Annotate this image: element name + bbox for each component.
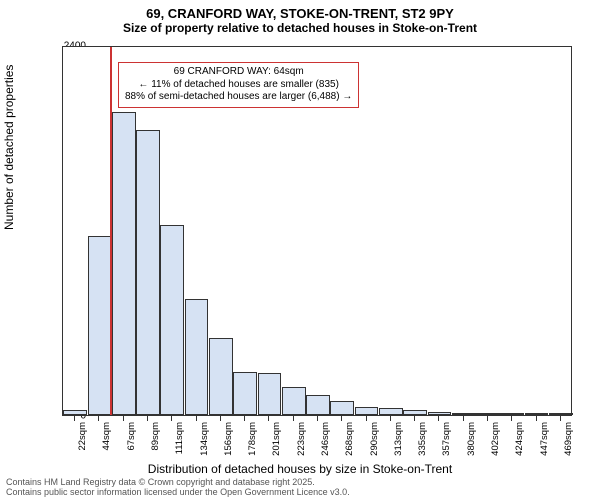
- x-tick-mark: [98, 416, 99, 421]
- x-tick-label: 357sqm: [441, 422, 452, 456]
- x-tick-label: 380sqm: [466, 422, 477, 456]
- histogram-bar: [282, 387, 306, 415]
- x-tick-label: 402sqm: [490, 422, 501, 456]
- histogram-bar: [549, 413, 573, 415]
- histogram-bar: [355, 407, 379, 415]
- plot-area: 69 CRANFORD WAY: 64sqm ← 11% of detached…: [62, 46, 572, 416]
- histogram-bar: [306, 395, 330, 415]
- histogram-bar: [258, 373, 282, 415]
- x-tick-label: 22sqm: [77, 422, 88, 451]
- histogram-bar: [136, 130, 160, 415]
- x-tick-label: 201sqm: [271, 422, 282, 456]
- x-tick-label: 178sqm: [247, 422, 258, 456]
- histogram-bar: [160, 225, 184, 415]
- x-axis-label: Distribution of detached houses by size …: [0, 462, 600, 476]
- histogram-bar: [452, 413, 476, 415]
- x-tick-mark: [366, 416, 367, 421]
- x-tick-mark: [390, 416, 391, 421]
- chart-subtitle: Size of property relative to detached ho…: [0, 21, 600, 35]
- x-tick-mark: [487, 416, 488, 421]
- x-tick-mark: [414, 416, 415, 421]
- histogram-bar: [233, 372, 257, 415]
- histogram-bar: [428, 412, 452, 415]
- histogram-bar: [88, 236, 112, 415]
- x-tick-mark: [463, 416, 464, 421]
- chart-container: 69, CRANFORD WAY, STOKE-ON-TRENT, ST2 9P…: [0, 0, 600, 500]
- annotation-line3: 88% of semi-detached houses are larger (…: [125, 91, 352, 104]
- x-tick-label: 111sqm: [174, 422, 185, 454]
- x-tick-mark: [74, 416, 75, 421]
- x-tick-mark: [220, 416, 221, 421]
- x-tick-mark: [438, 416, 439, 421]
- x-tick-mark: [147, 416, 148, 421]
- x-tick-mark: [196, 416, 197, 421]
- x-tick-label: 89sqm: [150, 422, 161, 451]
- x-tick-label: 134sqm: [199, 422, 210, 456]
- x-tick-label: 335sqm: [417, 422, 428, 456]
- histogram-bar: [476, 413, 500, 415]
- x-tick-mark: [511, 416, 512, 421]
- y-axis-label: Number of detached properties: [2, 65, 16, 230]
- x-tick-label: 156sqm: [223, 422, 234, 456]
- x-tick-label: 469sqm: [563, 422, 574, 456]
- x-tick-label: 290sqm: [369, 422, 380, 456]
- annotation-line2: ← 11% of detached houses are smaller (83…: [125, 79, 352, 92]
- property-marker-line: [110, 47, 112, 415]
- histogram-bar: [185, 299, 209, 415]
- title-block: 69, CRANFORD WAY, STOKE-ON-TRENT, ST2 9P…: [0, 0, 600, 35]
- x-tick-label: 223sqm: [296, 422, 307, 456]
- histogram-bar: [209, 338, 233, 415]
- x-tick-label: 424sqm: [514, 422, 525, 456]
- footer-attribution: Contains HM Land Registry data © Crown c…: [6, 478, 350, 498]
- x-tick-label: 246sqm: [320, 422, 331, 456]
- footer-line2: Contains public sector information licen…: [6, 488, 350, 498]
- x-tick-mark: [317, 416, 318, 421]
- x-tick-label: 447sqm: [539, 422, 550, 456]
- annotation-box: 69 CRANFORD WAY: 64sqm ← 11% of detached…: [118, 62, 359, 108]
- histogram-bar: [403, 410, 427, 415]
- x-tick-mark: [244, 416, 245, 421]
- x-tick-mark: [268, 416, 269, 421]
- histogram-bar: [525, 413, 549, 415]
- chart-title: 69, CRANFORD WAY, STOKE-ON-TRENT, ST2 9P…: [0, 6, 600, 21]
- x-tick-mark: [123, 416, 124, 421]
- histogram-bar: [63, 410, 87, 415]
- x-tick-label: 313sqm: [393, 422, 404, 456]
- x-tick-label: 67sqm: [126, 422, 137, 451]
- histogram-bar: [500, 413, 524, 415]
- x-tick-mark: [341, 416, 342, 421]
- histogram-bar: [112, 112, 136, 415]
- annotation-line1: 69 CRANFORD WAY: 64sqm: [125, 66, 352, 79]
- x-tick-mark: [536, 416, 537, 421]
- histogram-bar: [379, 408, 403, 415]
- x-tick-label: 268sqm: [344, 422, 355, 456]
- x-tick-mark: [560, 416, 561, 421]
- histogram-bar: [330, 401, 354, 415]
- x-tick-label: 44sqm: [101, 422, 112, 451]
- x-tick-mark: [293, 416, 294, 421]
- x-tick-mark: [171, 416, 172, 421]
